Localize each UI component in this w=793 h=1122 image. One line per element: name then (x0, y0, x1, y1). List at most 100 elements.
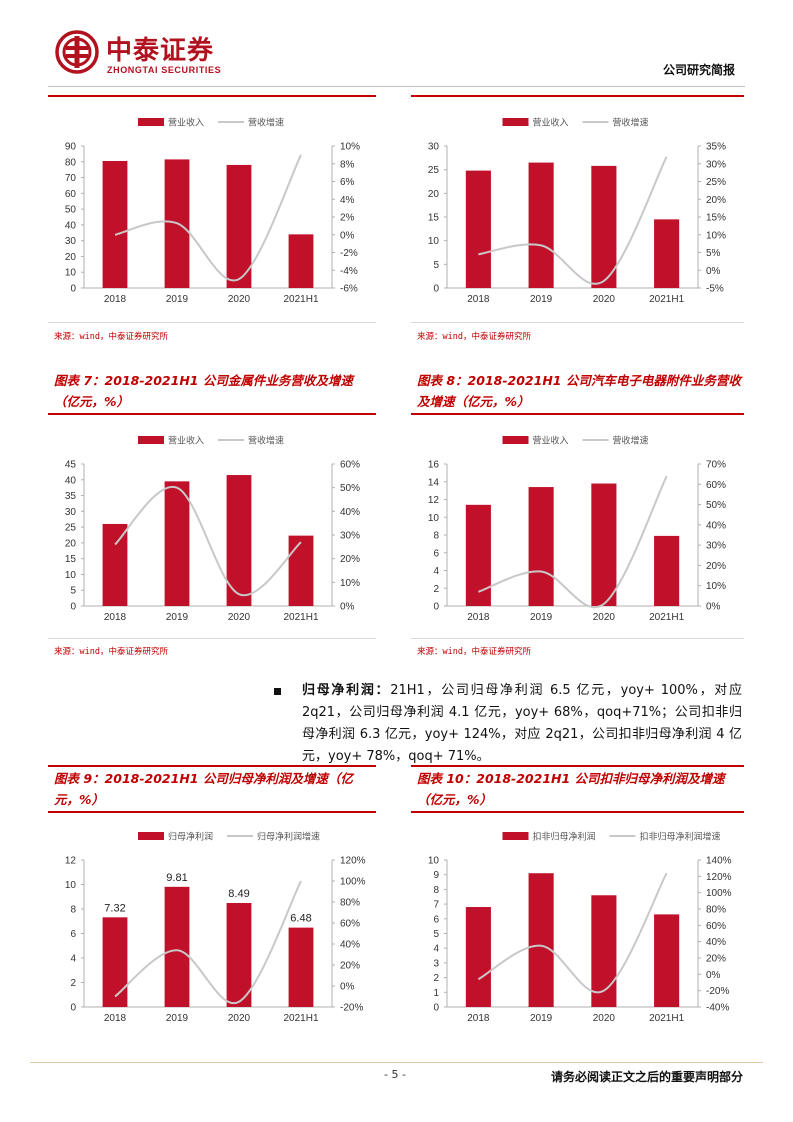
bar (288, 535, 314, 606)
chart4-top-rule (411, 413, 744, 415)
y-left-tick-label: 15 (428, 213, 440, 224)
chart3-top-rule (48, 413, 376, 415)
report-type: 公司研究简报 (662, 63, 735, 77)
header: 中泰证券 ZHONGTAI SECURITIES 公司研究简报 (0, 0, 793, 100)
y-right-tick-label: 0% (706, 970, 721, 981)
y-right-tick-label: 30% (340, 531, 360, 542)
x-tick-label: 2019 (530, 1013, 553, 1024)
bar (288, 927, 314, 1007)
x-tick-label: 2018 (467, 612, 490, 623)
y-right-tick-label: -40% (706, 1003, 729, 1014)
y-right-tick-label: 30% (706, 159, 726, 170)
y-left-tick-label: 0 (433, 284, 439, 295)
figure-9-caption: 图表 9：2018-2021H1 公司归母净利润及增速（亿元，%） (54, 771, 353, 807)
y-left-tick-label: 6 (433, 548, 439, 559)
y-right-tick-label: 120% (706, 872, 732, 883)
caption10-top-rule (411, 765, 744, 767)
x-tick-label: 2018 (104, 612, 127, 623)
legend-line-label: 营收增速 (248, 117, 284, 128)
y-right-tick-label: 120% (340, 856, 366, 867)
source-note: 来源：wind，中泰证券研究所 (417, 647, 531, 657)
disclaimer-note: 请务必阅读正文之后的重要声明部分 (550, 1070, 743, 1084)
bar (591, 483, 617, 606)
source-note: 来源：wind，中泰证券研究所 (417, 332, 531, 342)
bar (465, 170, 491, 288)
legend-line-label: 营收增速 (613, 117, 649, 128)
y-left-tick-label: 45 (65, 460, 77, 471)
y-right-tick-label: 10% (706, 581, 726, 592)
bar (528, 162, 554, 288)
x-tick-label: 2021H1 (649, 1013, 684, 1024)
y-left-tick-label: 35 (65, 491, 77, 502)
x-tick-label: 2019 (166, 612, 189, 623)
y-left-tick-label: 10 (65, 570, 77, 581)
y-left-tick-label: 7 (433, 900, 439, 911)
y-right-tick-label: 15% (706, 213, 726, 224)
chart-figure8-auto-electronics: 营业收入 营收增速 0 2 4 6 8 10 12 14 16 0% 10% 20% 30% 40% 50% 60… (428, 435, 726, 624)
bar (226, 475, 252, 606)
legend-line-label: 营收增速 (613, 435, 649, 446)
y-left-tick-label: 16 (428, 460, 440, 471)
y-left-tick-label: 30 (65, 507, 77, 518)
source-divider (411, 322, 744, 323)
y-right-tick-label: 25% (706, 177, 726, 188)
bar (591, 895, 617, 1007)
legend-bar-label: 营业收入 (168, 435, 204, 446)
y-right-tick-label: 60% (340, 919, 360, 930)
y-right-tick-label: 80% (706, 905, 726, 916)
legend-bar-swatch (138, 118, 164, 126)
growth-line (478, 156, 668, 285)
x-tick-label: 2018 (104, 1013, 127, 1024)
y-right-tick-label: 140% (706, 856, 732, 867)
figure-10-caption: 图表 10：2018-2021H1 公司扣非归母净利润及增速（亿元，%） (417, 771, 725, 807)
y-left-tick-label: 90 (65, 142, 77, 153)
y-left-tick-label: 6 (433, 914, 439, 925)
y-left-tick-label: 8 (433, 885, 439, 896)
legend-bar-swatch (138, 832, 164, 840)
y-left-tick-label: 14 (428, 477, 440, 488)
x-tick-label: 2021H1 (283, 612, 318, 623)
y-right-tick-label: 20% (706, 561, 726, 572)
y-left-tick-label: 8 (433, 531, 439, 542)
y-right-tick-label: 50% (340, 483, 360, 494)
y-left-tick-label: 6 (70, 929, 76, 940)
bar-value-label: 7.32 (104, 902, 125, 914)
x-tick-label: 2021H1 (649, 612, 684, 623)
bar (288, 234, 314, 288)
y-right-tick-label: 0% (706, 602, 721, 613)
y-right-tick-label: 10% (706, 230, 726, 241)
y-right-tick-label: 60% (706, 921, 726, 932)
chart-figure10-deducted-net-profit: 扣非归母净利润 扣非归母净利润增速 0 1 2 3 4 5 6 7 8 9 10 -40% -20% 0% 20… (428, 831, 732, 1025)
y-right-tick-label: 10% (340, 578, 360, 589)
y-right-tick-label: 6% (340, 177, 355, 188)
page-number: - 5 - (384, 1068, 406, 1081)
y-right-tick-label: 80% (340, 898, 360, 909)
y-right-tick-label: -20% (340, 1003, 363, 1014)
y-left-tick-label: 30 (65, 236, 77, 247)
growth-line (114, 485, 302, 597)
x-tick-label: 2021H1 (649, 294, 684, 305)
y-left-tick-label: 60 (65, 189, 77, 200)
y-right-tick-label: 100% (340, 877, 366, 888)
source-note: 来源：wind，中泰证券研究所 (54, 647, 168, 657)
y-right-tick-label: 35% (706, 142, 726, 153)
y-left-tick-label: 3 (433, 958, 439, 969)
x-tick-label: 2021H1 (283, 1013, 318, 1024)
y-left-tick-label: 9 (433, 870, 439, 881)
source-divider (411, 638, 744, 639)
y-right-tick-label: 10% (340, 142, 360, 153)
legend-line-label: 扣非归母净利润增速 (640, 831, 721, 842)
growth-line (478, 475, 668, 608)
y-left-tick-label: 2 (70, 978, 76, 989)
logo-en: ZHONGTAI SECURITIES (107, 65, 222, 75)
legend-line-label: 营收增速 (248, 435, 284, 446)
y-left-tick-label: 40 (65, 475, 77, 486)
bar (654, 535, 680, 606)
y-left-tick-label: 10 (428, 513, 440, 524)
x-tick-label: 2019 (530, 612, 553, 623)
y-left-tick-label: 8 (70, 905, 76, 916)
y-left-tick-label: 25 (65, 523, 77, 534)
zhongtai-logo-icon (55, 30, 99, 74)
caption9-top-rule (48, 765, 376, 767)
y-left-tick-label: 0 (70, 284, 76, 295)
